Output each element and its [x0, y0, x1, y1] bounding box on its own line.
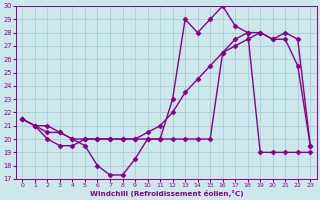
X-axis label: Windchill (Refroidissement éolien,°C): Windchill (Refroidissement éolien,°C): [90, 190, 243, 197]
